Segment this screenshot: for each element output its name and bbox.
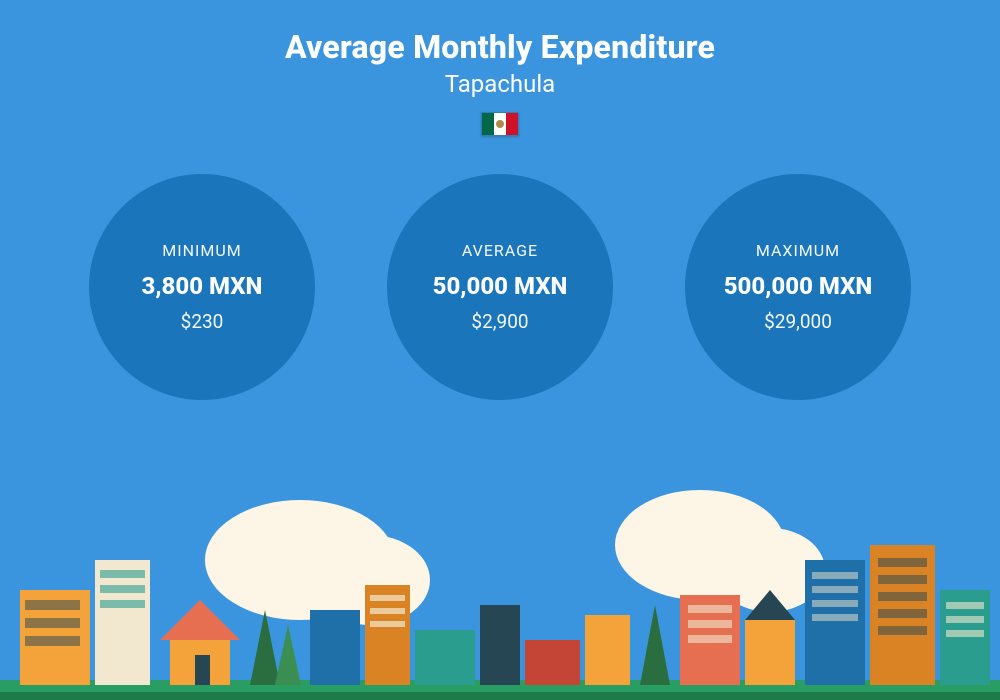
page-subtitle: Tapachula	[0, 70, 1000, 98]
stat-circle-average: AVERAGE 50,000 MXN $2,900	[387, 174, 613, 400]
stat-primary: 3,800 MXN	[142, 272, 263, 300]
flag-stripe-middle	[494, 113, 506, 135]
stat-label: AVERAGE	[462, 241, 538, 260]
stat-secondary: $230	[181, 310, 224, 333]
skyline-illustration	[0, 490, 1000, 700]
stat-circles-row: MINIMUM 3,800 MXN $230 AVERAGE 50,000 MX…	[0, 174, 1000, 400]
stat-primary: 50,000 MXN	[433, 272, 568, 300]
mexico-flag-icon	[481, 112, 519, 136]
stat-label: MAXIMUM	[756, 241, 840, 260]
flag-stripe-right	[506, 113, 518, 135]
stat-label: MINIMUM	[162, 241, 241, 260]
stat-secondary: $29,000	[764, 310, 832, 333]
stat-circle-maximum: MAXIMUM 500,000 MXN $29,000	[685, 174, 911, 400]
page-title: Average Monthly Expenditure	[0, 28, 1000, 66]
flag-emblem-icon	[496, 120, 504, 128]
stat-circle-minimum: MINIMUM 3,800 MXN $230	[89, 174, 315, 400]
flag-stripe-left	[482, 113, 494, 135]
stat-secondary: $2,900	[471, 310, 528, 333]
stat-primary: 500,000 MXN	[724, 272, 873, 300]
header: Average Monthly Expenditure Tapachula	[0, 0, 1000, 136]
